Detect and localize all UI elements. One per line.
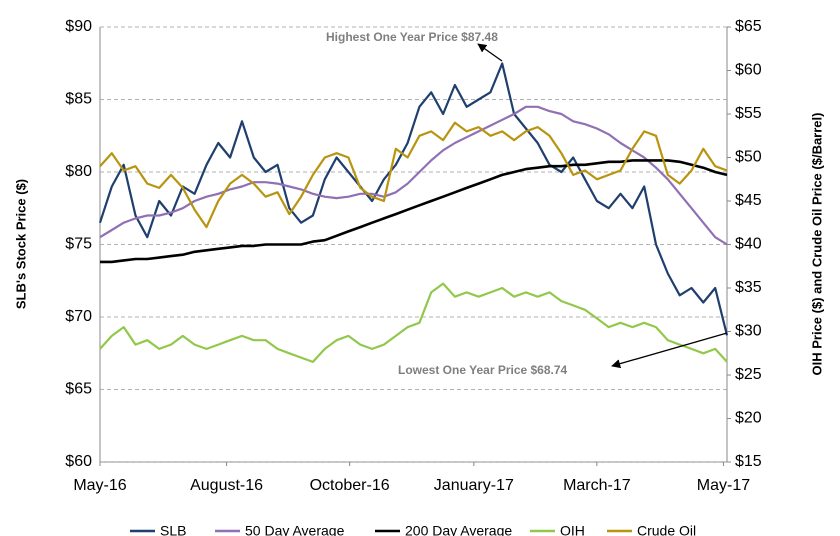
series-line bbox=[99, 282, 728, 363]
y-tick-label: $80 bbox=[65, 163, 92, 180]
annotation-arrow bbox=[477, 43, 503, 62]
x-tick-label: October-16 bbox=[310, 477, 390, 494]
y2-tick-label: $15 bbox=[735, 453, 762, 470]
y-tick-label: $90 bbox=[65, 18, 92, 35]
y-tick-label: $70 bbox=[65, 308, 92, 325]
series-line bbox=[100, 159, 728, 264]
y2-axis-title: OIH Price ($) and Crude Oil Price ($/Bar… bbox=[809, 113, 824, 376]
y2-tick-label: $35 bbox=[735, 279, 762, 296]
series-line bbox=[98, 62, 729, 336]
y-tick-label: $60 bbox=[65, 453, 92, 470]
x-tick-label: August-16 bbox=[190, 477, 263, 494]
legend-label: Crude Oil bbox=[637, 523, 696, 536]
annotation-low: Lowest One Year Price $68.74 bbox=[398, 363, 568, 377]
y2-tick-label: $40 bbox=[735, 236, 762, 253]
legend-label: OIH bbox=[560, 523, 585, 536]
annotation-arrow bbox=[611, 332, 728, 369]
y2-tick-label: $65 bbox=[735, 18, 762, 35]
y2-tick-label: $55 bbox=[735, 105, 762, 122]
y-axis-title: SLB's Stock Price ($) bbox=[13, 179, 28, 309]
y2-tick-label: $25 bbox=[735, 366, 762, 383]
x-tick-label: May-17 bbox=[697, 477, 750, 494]
y-tick-label: $75 bbox=[65, 236, 92, 253]
series-line bbox=[99, 105, 728, 246]
y2-tick-label: $20 bbox=[735, 410, 762, 427]
legend-label: 200 Day Average bbox=[405, 523, 512, 536]
annotation-high: Highest One Year Price $87.48 bbox=[326, 30, 498, 44]
y-tick-label: $85 bbox=[65, 91, 92, 108]
y2-tick-label: $30 bbox=[735, 323, 762, 340]
y2-tick-label: $60 bbox=[735, 62, 762, 79]
legend-label: SLB bbox=[160, 523, 186, 536]
x-tick-label: May-16 bbox=[73, 477, 126, 494]
y-tick-label: $65 bbox=[65, 381, 92, 398]
y2-tick-label: $45 bbox=[735, 192, 762, 209]
y2-tick-label: $50 bbox=[735, 149, 762, 166]
x-tick-label: March-17 bbox=[563, 477, 631, 494]
x-tick-label: January-17 bbox=[434, 477, 514, 494]
legend-label: 50 Day Average bbox=[245, 523, 345, 536]
series-line bbox=[99, 121, 728, 229]
